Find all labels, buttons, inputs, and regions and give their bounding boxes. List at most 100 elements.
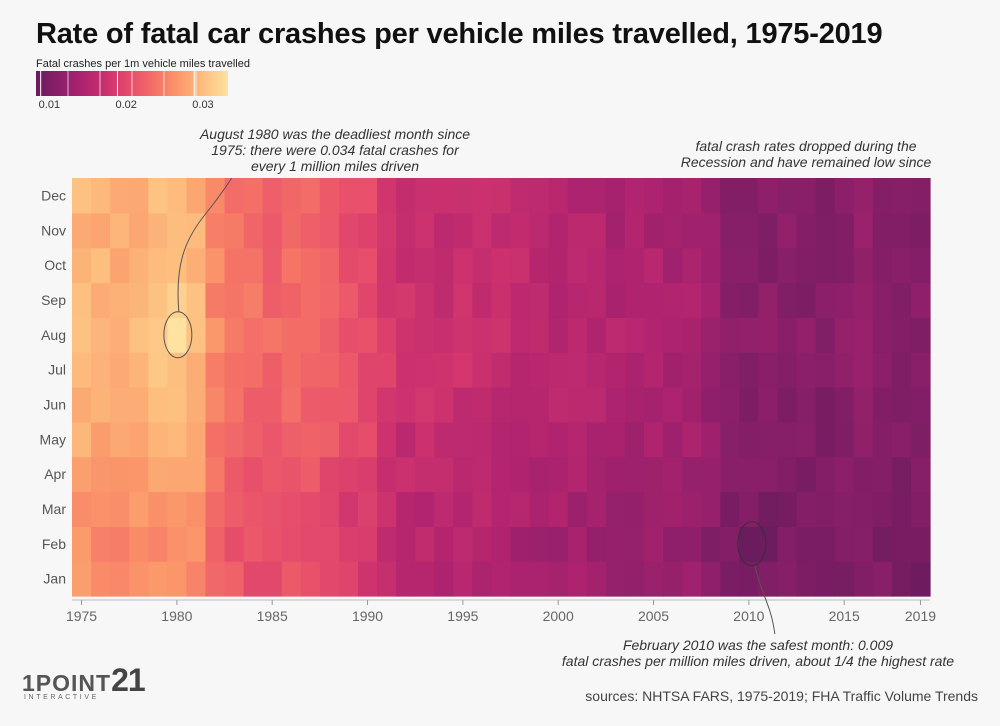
heatmap-cell — [472, 178, 493, 214]
heatmap-cell — [300, 387, 321, 423]
heatmap-cell — [205, 387, 226, 423]
heatmap-cell — [548, 178, 569, 214]
heatmap-cell — [701, 387, 721, 423]
heatmap-cell — [224, 352, 245, 388]
heatmap-cell — [358, 561, 378, 597]
heatmap-cell — [720, 317, 740, 353]
annotation-line: August 1980 was the deadliest month sinc… — [199, 126, 471, 142]
heatmap-cell — [910, 561, 931, 597]
heatmap-cell — [205, 178, 226, 214]
heatmap-cell — [300, 526, 321, 562]
heatmap-cell — [319, 387, 340, 423]
heatmap-cell — [110, 526, 130, 562]
chart-title: Rate of fatal car crashes per vehicle mi… — [36, 18, 883, 50]
heatmap-cell — [796, 352, 817, 388]
heatmap-cell — [758, 421, 779, 458]
heatmap-cell — [605, 352, 626, 388]
heatmap-cell — [186, 247, 207, 284]
heatmap-cell — [224, 561, 245, 597]
heatmap-cell — [739, 491, 759, 527]
heatmap-cell — [72, 352, 92, 388]
heatmap-cell — [491, 247, 512, 284]
heatmap-cell — [682, 247, 702, 284]
heatmap-cell — [377, 387, 397, 423]
heatmap-cell — [434, 282, 454, 318]
heatmap-cell — [491, 456, 512, 493]
heatmap-cell — [129, 526, 149, 562]
heatmap-cell — [739, 282, 759, 318]
heatmap-cell — [91, 212, 111, 249]
annotation-marks — [163, 177, 776, 635]
heatmap-cell — [529, 561, 550, 597]
heatmap-cell — [529, 387, 550, 423]
heatmap-cell — [567, 178, 588, 214]
heatmap-cell — [148, 247, 168, 284]
heatmap-cell — [777, 247, 798, 284]
heatmap-cell — [472, 212, 493, 249]
heatmap-cell — [377, 178, 397, 214]
heatmap-cell — [720, 247, 740, 284]
heatmap-cell — [548, 212, 569, 249]
heatmap-cell — [243, 456, 264, 493]
heatmap-cell — [910, 421, 931, 458]
heatmap-cell — [644, 178, 664, 214]
y-axis: Jan Feb Mar Apr May Jun Jul Aug Sep Oct Nov Dec — [40, 187, 67, 586]
heatmap-cell — [262, 491, 283, 527]
heatmap-cell — [720, 491, 740, 527]
legend-tick-label: 0.01 — [39, 99, 60, 111]
heatmap-cell — [434, 561, 454, 597]
x-tick-label: 2019 — [905, 608, 936, 624]
heatmap-cell — [434, 247, 454, 284]
heatmap-cell — [396, 387, 416, 423]
heatmap-cell — [434, 456, 454, 493]
heatmap-cell — [453, 282, 473, 318]
heatmap-cell — [491, 421, 512, 458]
heatmap-cell — [396, 352, 416, 388]
heatmap-cell — [739, 317, 759, 353]
heatmap-cell — [205, 456, 226, 493]
heatmap-cell — [853, 456, 874, 493]
heatmap-cell — [853, 387, 874, 423]
heatmap-cell — [377, 282, 397, 318]
heatmap-cell — [72, 387, 92, 423]
heatmap-cell — [205, 317, 226, 353]
heatmap-cell — [377, 561, 397, 597]
heatmap-cell — [720, 561, 740, 597]
x-axis: 1975 1980 1985 1990 1995 2000 2005 2010 2015 2019 — [66, 599, 936, 624]
heatmap-cell — [605, 282, 626, 318]
heatmap-cell — [529, 282, 550, 318]
heatmap-cell — [148, 526, 168, 562]
heatmap-cell — [129, 387, 149, 423]
heatmap-cell — [720, 421, 740, 458]
heatmap-cell — [91, 178, 111, 214]
heatmap-cell — [377, 421, 397, 458]
heatmap-cell — [205, 212, 226, 249]
heatmap-cell — [110, 247, 130, 284]
heatmap-cell — [262, 247, 283, 284]
heatmap-cell — [167, 247, 187, 284]
heatmap-cell — [377, 317, 397, 353]
heatmap-cell — [624, 282, 645, 318]
heatmap-cell — [529, 178, 550, 214]
heatmap-cell — [834, 491, 855, 527]
heatmap-cell — [720, 456, 740, 493]
heatmap-cell — [624, 178, 645, 214]
heatmap-cell — [567, 456, 588, 493]
heatmap-cell — [72, 561, 92, 597]
heatmap-cell — [91, 421, 111, 458]
heatmap-cell — [377, 526, 397, 562]
heatmap-cell — [262, 456, 283, 493]
heatmap-cell — [586, 317, 607, 353]
heatmap-cell — [453, 421, 473, 458]
heatmap-cell — [243, 317, 264, 353]
heatmap-cell — [415, 212, 435, 249]
heatmap-cell — [434, 526, 454, 562]
y-tick-label: May — [40, 431, 66, 447]
heatmap-cell — [167, 456, 187, 493]
annotation-safest-month: February 2010 was the safest month: 0.00… — [548, 637, 968, 669]
heatmap-cell — [758, 178, 779, 214]
heatmap-cell — [815, 456, 836, 493]
heatmap-cell — [624, 561, 645, 597]
heatmap-cell — [129, 282, 149, 318]
